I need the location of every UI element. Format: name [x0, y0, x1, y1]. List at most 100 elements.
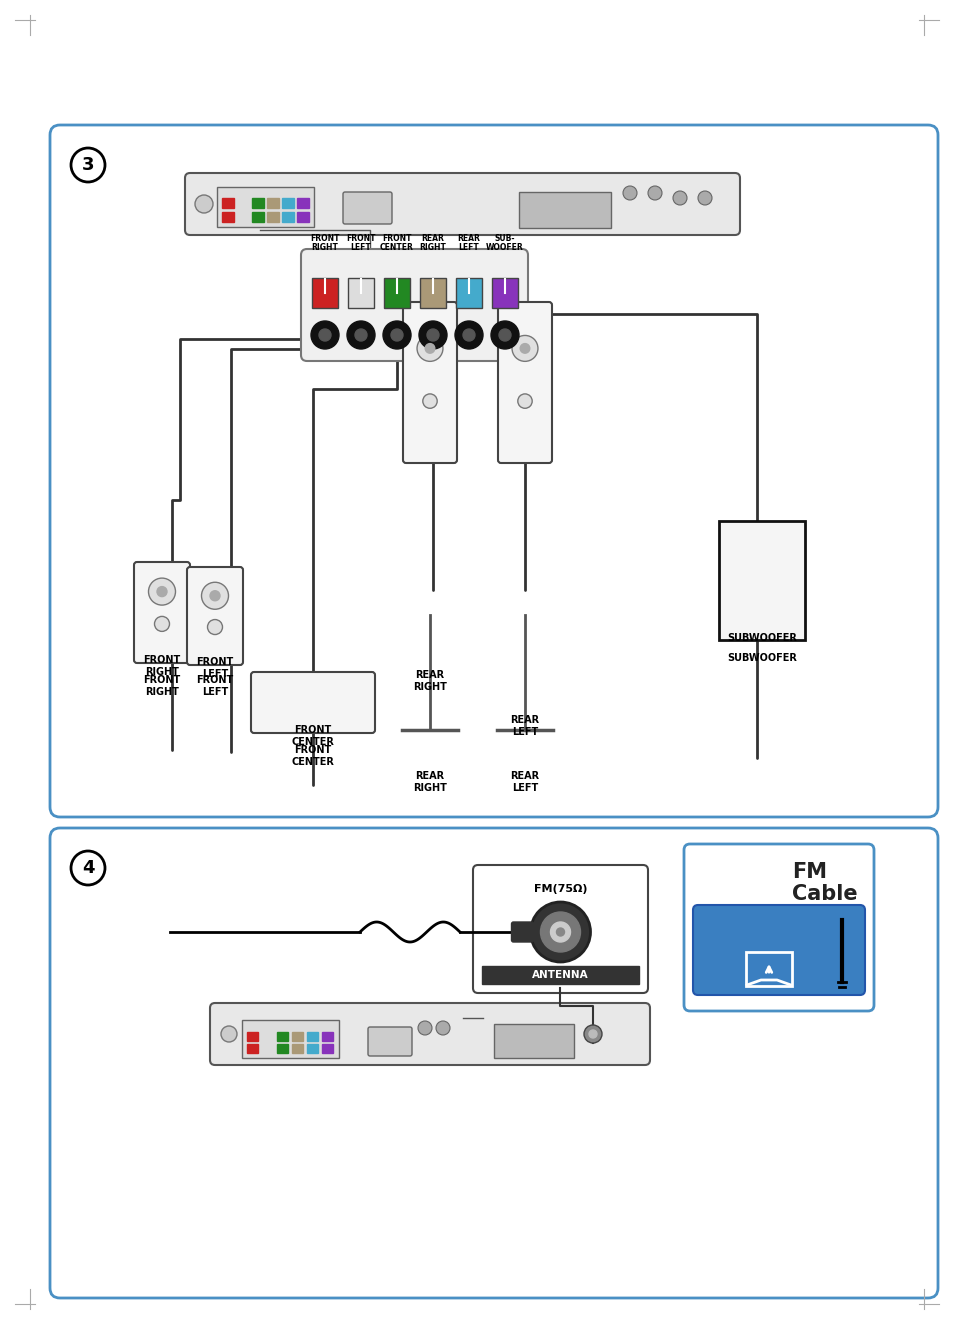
- Bar: [222, 212, 233, 222]
- FancyBboxPatch shape: [50, 828, 937, 1298]
- Text: SUB-
WOOFER: SUB- WOOFER: [486, 234, 523, 252]
- FancyBboxPatch shape: [511, 922, 533, 941]
- Bar: [267, 212, 278, 222]
- Circle shape: [540, 912, 579, 952]
- Circle shape: [355, 328, 367, 342]
- Circle shape: [530, 902, 590, 963]
- Circle shape: [208, 620, 222, 634]
- Bar: [296, 212, 309, 222]
- FancyBboxPatch shape: [719, 522, 804, 639]
- Circle shape: [512, 335, 537, 361]
- Circle shape: [210, 591, 220, 601]
- Text: 3: 3: [82, 156, 94, 173]
- Circle shape: [382, 320, 411, 350]
- Circle shape: [154, 617, 170, 632]
- Circle shape: [517, 395, 532, 408]
- Circle shape: [416, 335, 442, 361]
- Circle shape: [583, 1025, 601, 1043]
- Text: FRONT
RIGHT: FRONT RIGHT: [310, 234, 339, 252]
- Bar: [296, 199, 309, 208]
- FancyBboxPatch shape: [518, 192, 610, 228]
- Bar: [292, 1045, 303, 1053]
- Bar: [481, 967, 639, 984]
- Text: FRONT
CENTER: FRONT CENTER: [379, 234, 414, 252]
- Circle shape: [698, 191, 711, 205]
- Text: FRONT
RIGHT: FRONT RIGHT: [143, 655, 180, 677]
- Text: REAR
LEFT: REAR LEFT: [510, 771, 539, 793]
- Circle shape: [71, 148, 105, 181]
- Text: FRONT
CENTER: FRONT CENTER: [292, 726, 335, 747]
- FancyBboxPatch shape: [419, 278, 446, 308]
- FancyBboxPatch shape: [185, 173, 740, 234]
- Bar: [322, 1031, 333, 1041]
- Bar: [247, 1031, 257, 1041]
- FancyBboxPatch shape: [242, 1019, 338, 1058]
- Text: SUBWOOFER: SUBWOOFER: [726, 633, 796, 643]
- Text: FM(75Ω): FM(75Ω): [533, 884, 587, 894]
- FancyBboxPatch shape: [492, 278, 517, 308]
- FancyBboxPatch shape: [494, 1023, 574, 1058]
- Bar: [282, 212, 294, 222]
- Bar: [276, 1031, 288, 1041]
- Bar: [292, 1031, 303, 1041]
- Circle shape: [622, 185, 637, 200]
- Circle shape: [436, 1021, 450, 1035]
- Circle shape: [418, 320, 447, 350]
- FancyBboxPatch shape: [216, 187, 314, 226]
- Circle shape: [427, 328, 438, 342]
- Text: FRONT
LEFT: FRONT LEFT: [196, 657, 233, 679]
- Circle shape: [455, 320, 482, 350]
- Text: FRONT
RIGHT: FRONT RIGHT: [143, 675, 180, 696]
- Circle shape: [201, 583, 229, 609]
- FancyBboxPatch shape: [187, 567, 243, 665]
- FancyBboxPatch shape: [497, 302, 552, 463]
- Bar: [262, 1031, 273, 1041]
- Text: REAR
LEFT: REAR LEFT: [457, 234, 480, 252]
- FancyBboxPatch shape: [402, 302, 456, 463]
- Circle shape: [422, 395, 436, 408]
- Circle shape: [550, 922, 570, 941]
- Circle shape: [462, 328, 475, 342]
- Circle shape: [221, 1026, 236, 1042]
- Text: FM
Cable: FM Cable: [792, 862, 857, 903]
- Text: ANTENNA: ANTENNA: [532, 970, 588, 980]
- Circle shape: [647, 185, 661, 200]
- Bar: [252, 199, 264, 208]
- FancyBboxPatch shape: [312, 278, 337, 308]
- Bar: [236, 212, 249, 222]
- Bar: [282, 199, 294, 208]
- Circle shape: [157, 587, 167, 597]
- Text: FRONT
LEFT: FRONT LEFT: [196, 675, 233, 696]
- Bar: [267, 199, 278, 208]
- Bar: [236, 199, 249, 208]
- Circle shape: [491, 320, 518, 350]
- Circle shape: [498, 328, 511, 342]
- FancyBboxPatch shape: [50, 124, 937, 817]
- Text: REAR
RIGHT: REAR RIGHT: [413, 670, 446, 691]
- FancyBboxPatch shape: [133, 561, 190, 663]
- Circle shape: [347, 320, 375, 350]
- Circle shape: [556, 928, 564, 936]
- Bar: [276, 1045, 288, 1053]
- FancyBboxPatch shape: [683, 843, 873, 1012]
- FancyBboxPatch shape: [368, 1027, 412, 1057]
- Circle shape: [318, 328, 331, 342]
- Bar: [307, 1045, 317, 1053]
- FancyBboxPatch shape: [384, 278, 410, 308]
- Text: 4: 4: [82, 859, 94, 876]
- Bar: [307, 1031, 317, 1041]
- Bar: [252, 212, 264, 222]
- Circle shape: [425, 344, 435, 354]
- Circle shape: [71, 851, 105, 884]
- FancyBboxPatch shape: [251, 673, 375, 733]
- Text: REAR
LEFT: REAR LEFT: [510, 715, 539, 736]
- Text: SUBWOOFER: SUBWOOFER: [726, 653, 796, 663]
- Circle shape: [672, 191, 686, 205]
- Bar: [247, 1045, 257, 1053]
- Text: REAR
RIGHT: REAR RIGHT: [419, 234, 446, 252]
- FancyBboxPatch shape: [473, 865, 647, 993]
- Text: FRONT
CENTER: FRONT CENTER: [292, 745, 335, 767]
- Circle shape: [417, 1021, 432, 1035]
- Circle shape: [519, 344, 529, 354]
- FancyBboxPatch shape: [210, 1004, 649, 1064]
